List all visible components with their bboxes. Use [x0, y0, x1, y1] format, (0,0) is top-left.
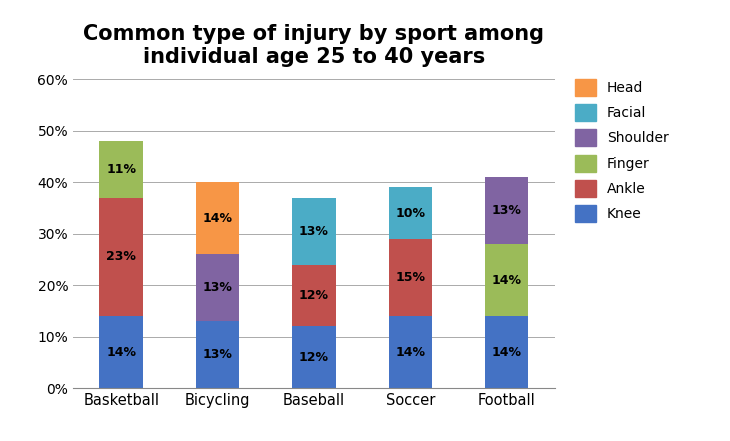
- Bar: [99, 198, 143, 316]
- Bar: [388, 316, 432, 388]
- Text: 12%: 12%: [299, 351, 329, 364]
- Bar: [292, 198, 336, 265]
- Text: 23%: 23%: [107, 250, 136, 263]
- Text: 13%: 13%: [203, 281, 232, 294]
- Title: Common type of injury by sport among
individual age 25 to 40 years: Common type of injury by sport among ind…: [83, 23, 545, 67]
- Bar: [196, 321, 239, 388]
- Text: 14%: 14%: [106, 346, 137, 359]
- Text: 13%: 13%: [203, 348, 232, 361]
- Bar: [99, 141, 143, 198]
- Text: 14%: 14%: [202, 212, 233, 225]
- Bar: [196, 254, 239, 321]
- Text: 14%: 14%: [491, 346, 522, 359]
- Bar: [485, 177, 529, 244]
- Bar: [292, 326, 336, 388]
- Text: 14%: 14%: [395, 346, 426, 359]
- Text: 14%: 14%: [491, 273, 522, 287]
- Legend: Head, Facial, Shoulder, Finger, Ankle, Knee: Head, Facial, Shoulder, Finger, Ankle, K…: [569, 73, 674, 228]
- Bar: [485, 316, 529, 388]
- Text: 13%: 13%: [299, 224, 328, 238]
- Bar: [388, 239, 432, 316]
- Bar: [99, 316, 143, 388]
- Bar: [388, 187, 432, 239]
- Text: 11%: 11%: [106, 163, 137, 176]
- Bar: [196, 182, 239, 254]
- Bar: [485, 244, 529, 316]
- Text: 10%: 10%: [395, 207, 426, 220]
- Text: 15%: 15%: [395, 271, 426, 284]
- Text: 13%: 13%: [492, 204, 521, 217]
- Text: 12%: 12%: [299, 289, 329, 302]
- Bar: [292, 265, 336, 326]
